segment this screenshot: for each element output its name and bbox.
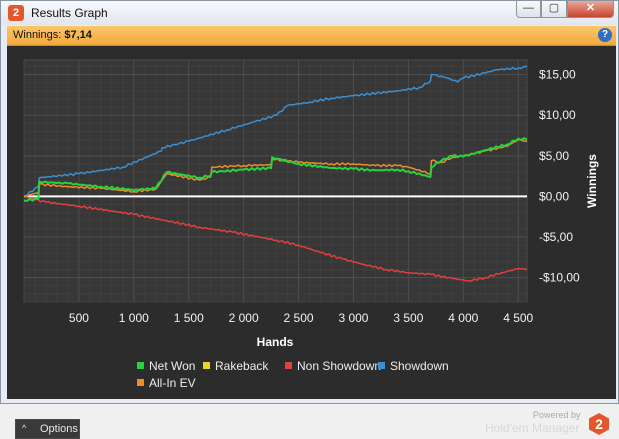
series-line-net-won: [23, 137, 528, 202]
series-lines: [23, 65, 528, 282]
series-line-showdown: [23, 65, 527, 198]
branding: Powered by Hold'em Manager 2: [485, 408, 613, 438]
x-tick-label: 2 000: [229, 311, 259, 325]
help-icon[interactable]: ?: [598, 28, 612, 42]
x-axis-title: Hands: [257, 335, 294, 349]
winnings-summary: Winnings: $7,14: [13, 29, 92, 41]
legend-label: Showdown: [390, 359, 449, 373]
legend-swatch: [285, 362, 292, 370]
maximize-button[interactable]: ▢: [541, 1, 567, 18]
options-button[interactable]: ^ Options: [15, 419, 80, 439]
y-tick-label: $10,00: [539, 108, 576, 122]
graph-panel: 500 1 000 1 500 2 000 2 500 3 000 3 500 4 000 4 …: [7, 46, 616, 439]
legend-item[interactable]: Showdown: [378, 359, 449, 373]
window-title: Results Graph: [31, 6, 108, 20]
options-label: Options: [40, 423, 78, 435]
x-tick-label: 4 500: [503, 311, 533, 325]
grid-lines: [24, 60, 527, 303]
legend-label: Rakeback: [215, 359, 269, 373]
legend-item[interactable]: Non Showdown: [285, 359, 381, 373]
legend-swatch: [137, 379, 144, 387]
y-axis-ticks: $15,00 $10,00 $5,00 $0,00 -$5,00 -$10,00: [539, 68, 580, 285]
series-line-non-showdown: [23, 195, 528, 282]
legend-label: All-In EV: [149, 376, 196, 390]
x-axis-ticks: 500 1 000 1 500 2 000 2 500 3 000 3 500 4 000 4 …: [69, 311, 534, 325]
winnings-label: Winnings:: [13, 29, 62, 41]
y-tick-label: -$10,00: [539, 271, 580, 285]
x-tick-label: 1 000: [119, 311, 149, 325]
chevron-up-icon: ^: [22, 423, 27, 433]
y-tick-label: -$5,00: [539, 230, 573, 244]
winnings-value: $7,14: [64, 29, 92, 41]
close-button[interactable]: ✕: [567, 1, 614, 18]
y-axis-title: Winnings: [585, 154, 599, 208]
brand-logo-icon: 2: [589, 413, 609, 435]
title-bar[interactable]: 2 Results Graph — ▢ ✕: [1, 1, 618, 25]
brand-name: Hold'em Manager: [485, 421, 580, 435]
winnings-bar: Winnings: $7,14 ?: [7, 26, 616, 46]
legend-item[interactable]: All-In EV: [137, 376, 196, 390]
x-tick-label: 2 500: [284, 311, 314, 325]
x-tick-label: 500: [69, 311, 89, 325]
y-tick-label: $0,00: [539, 189, 569, 203]
app-logo-icon: 2: [8, 5, 24, 21]
x-tick-label: 3 000: [338, 311, 368, 325]
legend-swatch: [203, 362, 210, 370]
y-tick-label: $5,00: [539, 149, 569, 163]
legend-label: Non Showdown: [297, 359, 382, 373]
legend-label: Net Won: [149, 359, 196, 373]
results-chart[interactable]: 500 1 000 1 500 2 000 2 500 3 000 3 500 4 000 4 …: [7, 46, 616, 399]
legend-item[interactable]: Net Won: [137, 359, 195, 373]
powered-by-label: Powered by: [533, 410, 581, 420]
legend-item[interactable]: Rakeback: [203, 359, 268, 373]
x-tick-label: 4 000: [448, 311, 478, 325]
legend-swatch: [137, 362, 144, 370]
plot-area: [23, 59, 528, 303]
y-tick-label: $15,00: [539, 68, 576, 82]
legend-swatch: [378, 362, 385, 370]
x-tick-label: 1 500: [174, 311, 204, 325]
x-tick-label: 3 500: [393, 311, 423, 325]
minimize-button[interactable]: —: [516, 1, 541, 18]
